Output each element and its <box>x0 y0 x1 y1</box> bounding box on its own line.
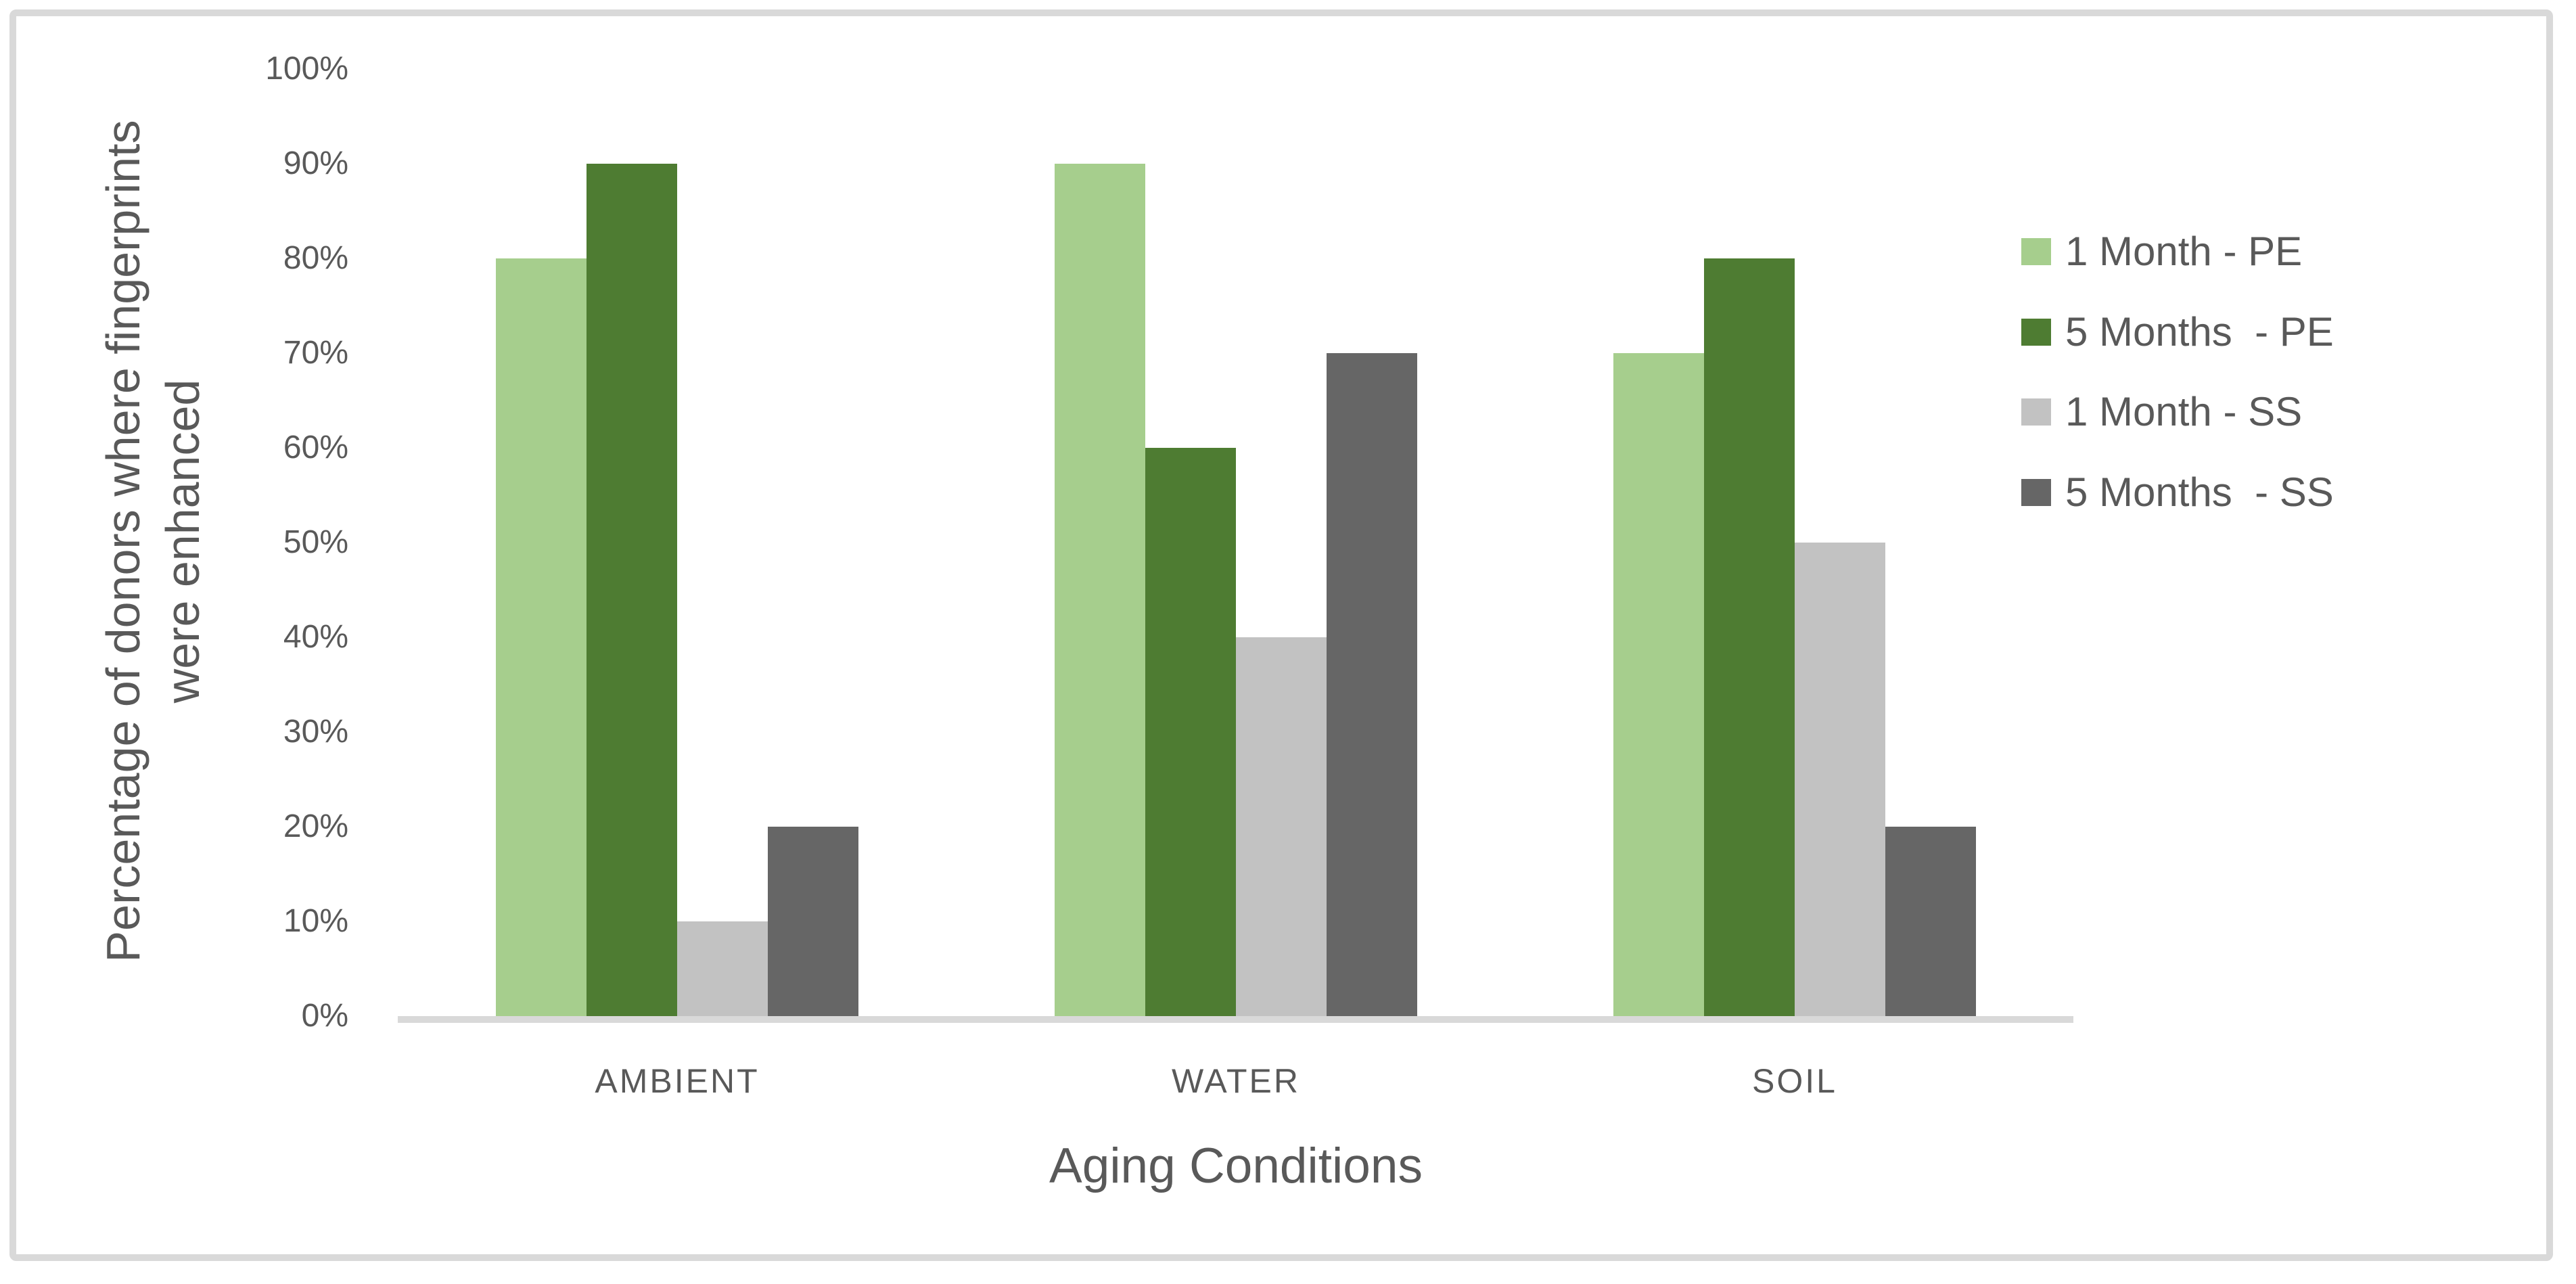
category-label-soil: SOIL <box>1752 1062 1837 1100</box>
y-tick-label-60: 60% <box>283 430 348 465</box>
bar-ambient-series-2 <box>677 921 768 1016</box>
bar-soil-series-0 <box>1613 353 1704 1016</box>
legend-swatch-dark_green <box>2021 319 2051 346</box>
category-label-water: WATER <box>1172 1062 1300 1100</box>
y-tick-label-0: 0% <box>301 998 348 1034</box>
y-tick-label-10: 10% <box>283 903 348 939</box>
bar-water-series-1 <box>1145 448 1236 1016</box>
legend-label-1: 5 Months - PE <box>2065 309 2334 354</box>
bar-soil-series-1 <box>1704 258 1795 1016</box>
bar-ambient-series-0 <box>496 258 586 1016</box>
legend-swatch-light_green <box>2021 238 2051 265</box>
y-tick-label-40: 40% <box>283 619 348 655</box>
legend-label-3: 5 Months - SS <box>2065 469 2334 515</box>
y-tick-label-90: 90% <box>283 145 348 181</box>
y-tick-label-30: 30% <box>283 714 348 750</box>
legend-swatch-light_gray <box>2021 398 2051 426</box>
bar-water-series-3 <box>1327 353 1417 1016</box>
y-tick-label-50: 50% <box>283 524 348 560</box>
x-axis-line <box>398 1016 2073 1023</box>
bar-soil-series-3 <box>1885 827 1976 1016</box>
x-axis-title: Aging Conditions <box>1049 1139 1423 1193</box>
y-tick-label-70: 70% <box>283 335 348 371</box>
bar-soil-series-2 <box>1795 543 1885 1016</box>
legend-label-2: 1 Month - SS <box>2065 389 2303 434</box>
y-tick-label-20: 20% <box>283 808 348 844</box>
bar-water-series-0 <box>1055 164 1145 1016</box>
legend-swatch-dark_gray <box>2021 479 2051 506</box>
y-tick-label-80: 80% <box>283 240 348 276</box>
chart-frame-border <box>9 9 2553 1261</box>
category-label-ambient: AMBIENT <box>595 1062 760 1100</box>
bar-ambient-series-1 <box>586 164 677 1016</box>
bar-water-series-2 <box>1236 637 1327 1016</box>
legend-label-0: 1 Month - PE <box>2065 229 2303 274</box>
bar-ambient-series-3 <box>768 827 858 1016</box>
y-tick-label-100: 100% <box>265 51 348 87</box>
